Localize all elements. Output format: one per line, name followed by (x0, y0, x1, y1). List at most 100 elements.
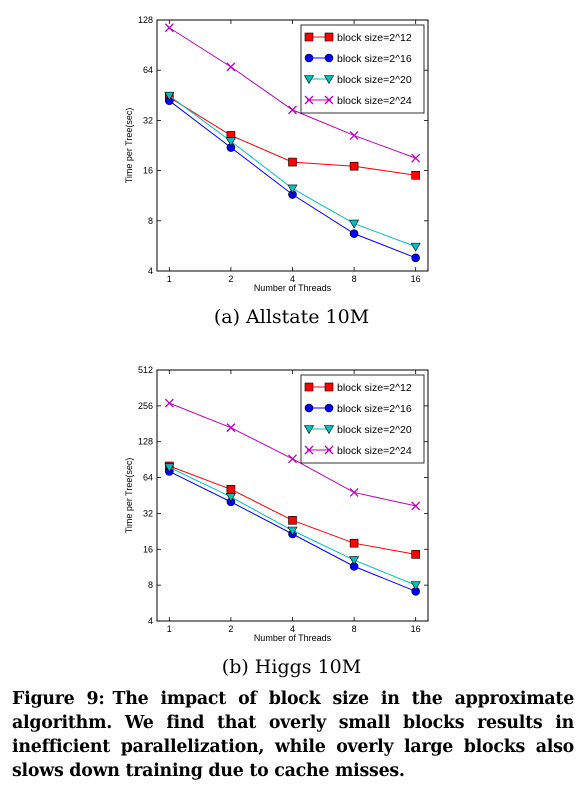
x-tick-label: 16 (411, 624, 421, 634)
data-point (288, 157, 297, 167)
figure-caption-label: Figure 9: (12, 689, 105, 709)
x-tick-label: 16 (411, 274, 421, 284)
chart-higgs-10m: 1 2 4 8 16 4 8 16 32 64 128 256 512 Number of Threads… (124, 365, 429, 643)
legend-marker (304, 53, 314, 63)
data-point (410, 242, 421, 252)
legend-marker (323, 425, 335, 435)
data-point (288, 105, 297, 115)
y-axis-label: Time per Tree(sec) (124, 458, 134, 534)
x-tick-label: 1 (167, 274, 172, 284)
data-point (411, 501, 421, 511)
y-tick-label: 4 (148, 266, 153, 276)
legend-marker (304, 32, 314, 42)
data-point (287, 526, 298, 536)
legend-marker (324, 382, 334, 392)
legend-box (300, 374, 425, 464)
data-point (226, 485, 236, 494)
x-axis-label: Number of Threads (254, 633, 332, 643)
legend-marker (303, 75, 315, 85)
y-tick-label: 8 (148, 580, 153, 590)
legend-entry: block size=2^16 (337, 403, 412, 415)
legend-entry: block size=2^24 (337, 95, 412, 107)
series-line (169, 466, 416, 586)
data-point (349, 161, 359, 171)
x-tick-label: 2 (228, 274, 233, 284)
subcaption-allstate: (a) Allstate 10M (213, 306, 370, 328)
data-point (349, 487, 359, 497)
y-tick-label: 128 (138, 437, 153, 447)
data-point (225, 137, 236, 147)
data-point (411, 253, 420, 263)
legend: block size=2^12 block size=2^16 block size… (300, 374, 425, 464)
y-tick-label: 16 (143, 166, 153, 176)
data-point (287, 184, 298, 194)
legend-marker (304, 95, 314, 105)
series-line (169, 100, 416, 259)
legend-marker (324, 445, 334, 455)
data-point (225, 493, 236, 503)
figure-caption: Figure 9: The impact of block size in the… (12, 687, 574, 783)
chart-allstate-10m: 1 2 4 8 16 4 8 16 32 64 128 Number of Threads Time p… (124, 15, 429, 293)
series-line (169, 95, 416, 248)
legend-marker (324, 95, 334, 105)
y-tick-label: 8 (148, 216, 153, 226)
legend-marker (304, 403, 314, 413)
data-point (288, 454, 297, 464)
data-point (226, 62, 236, 72)
x-tick-label: 8 (352, 274, 357, 284)
x-tick-label: 4 (290, 624, 295, 634)
y-tick-label: 256 (138, 401, 153, 411)
legend-marker (324, 32, 334, 42)
legend-marker (303, 425, 315, 435)
data-point (349, 538, 359, 548)
legend-entry: block size=2^20 (337, 74, 412, 86)
data-point (288, 516, 297, 525)
series-square (165, 461, 420, 559)
legend-entry: block size=2^20 (337, 424, 412, 436)
series-line (169, 465, 416, 555)
y-tick-label: 16 (143, 544, 153, 554)
data-point (411, 153, 421, 163)
legend-marker (304, 445, 314, 455)
legend-marker (304, 382, 314, 392)
x-tick-label: 4 (290, 274, 295, 284)
y-tick-label: 32 (143, 115, 153, 125)
legend-entry: block size=2^24 (337, 445, 412, 457)
legend-box (300, 24, 425, 114)
data-point (349, 130, 359, 140)
data-point (226, 423, 236, 433)
legend: block size=2^12 block size=2^16 block size… (300, 24, 425, 114)
legend-marker (323, 75, 335, 85)
series-triangle (164, 463, 421, 591)
data-point (164, 463, 175, 473)
subcaption-higgs: (b) Higgs 10M (221, 656, 362, 678)
legend-marker (324, 53, 334, 63)
series-circle (165, 96, 420, 263)
x-tick-label: 8 (352, 624, 357, 634)
x-axis-label: Number of Threads (254, 283, 332, 293)
series-triangle (164, 91, 421, 252)
series-x (164, 23, 421, 163)
y-tick-label: 64 (143, 473, 153, 483)
data-point (349, 229, 359, 238)
data-point (164, 23, 174, 33)
y-tick-label: 32 (143, 508, 153, 518)
x-tick-label: 1 (167, 624, 172, 634)
legend-marker (324, 403, 334, 413)
data-point (349, 219, 360, 229)
data-point (410, 581, 421, 591)
series-x (164, 398, 421, 511)
y-tick-label: 128 (138, 15, 153, 25)
y-tick-label: 512 (138, 365, 153, 375)
legend-entry: block size=2^12 (337, 382, 412, 394)
y-tick-label: 4 (148, 616, 153, 626)
figure-caption-text: The impact of block size in the approxim… (12, 689, 575, 781)
legend-entry: block size=2^16 (337, 53, 412, 65)
data-point (411, 550, 420, 559)
x-tick-label: 2 (228, 624, 233, 634)
data-point (349, 556, 360, 566)
y-axis-label: Time per Tree(sec) (124, 108, 134, 184)
data-point (164, 91, 175, 101)
legend-entry: block size=2^12 (337, 32, 412, 44)
data-point (411, 170, 420, 180)
